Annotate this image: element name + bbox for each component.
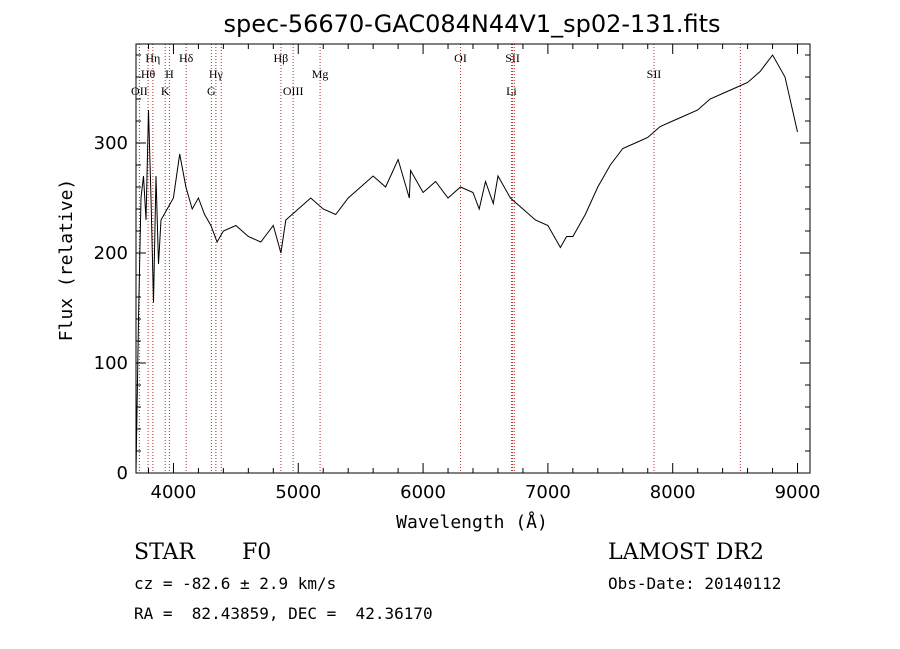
line-marker-label: Hβ	[274, 51, 289, 65]
line-markers: Hη Hθ OII HK Hδ Hγ G Hβ OIII Mg OI SII Li SII	[131, 44, 741, 473]
object-subclass: F0	[242, 540, 272, 565]
object-class: STAR	[134, 540, 195, 565]
line-marker-label: Hδ	[179, 51, 194, 65]
spectrum-line	[135, 54, 798, 474]
line-marker-label: Mg	[312, 67, 329, 81]
line-marker-label: Li	[506, 84, 517, 98]
line-marker-label: SII	[505, 51, 520, 65]
survey-name: LAMOST DR2	[608, 540, 764, 565]
line-marker-label: Hη	[145, 51, 160, 65]
line-marker-label: K	[161, 84, 170, 98]
line-marker-label: Hγ	[209, 67, 224, 81]
plot-frame	[135, 43, 811, 474]
y-tick-label: 200	[94, 243, 128, 264]
ra-dec-coordinates: RA = 82.43859, DEC = 42.36170	[134, 604, 433, 623]
line-marker-label: G	[207, 84, 216, 98]
x-tick-label: 4000	[151, 482, 197, 503]
x-tick-label: 5000	[275, 482, 321, 503]
x-axis-label: Wavelength (Å)	[396, 511, 548, 533]
line-marker-label: OI	[454, 51, 467, 65]
y-axis-label: Flux (relative)	[56, 179, 77, 342]
x-tick-label: 7000	[525, 482, 571, 503]
y-tick-label: 100	[94, 353, 128, 374]
line-marker-label: Hθ	[141, 67, 156, 81]
line-marker-label: SII	[647, 67, 662, 81]
chart-title: spec-56670-GAC084N44V1_sp02-131.fits	[224, 10, 721, 38]
y-tick-label: 0	[117, 463, 128, 484]
axis-ticks: 4000 5000 6000 7000 8000 9000 0 100 200 300	[94, 44, 821, 503]
line-marker-label: OIII	[283, 84, 304, 98]
observation-date: Obs-Date: 20140112	[608, 574, 782, 593]
line-marker-label: H	[165, 67, 174, 81]
line-marker-label: OII	[131, 84, 148, 98]
x-tick-label: 8000	[650, 482, 696, 503]
x-tick-label: 6000	[400, 482, 446, 503]
y-tick-label: 300	[94, 133, 128, 154]
x-tick-label: 9000	[775, 482, 821, 503]
redshift-velocity: cz = -82.6 ± 2.9 km/s	[134, 574, 337, 593]
